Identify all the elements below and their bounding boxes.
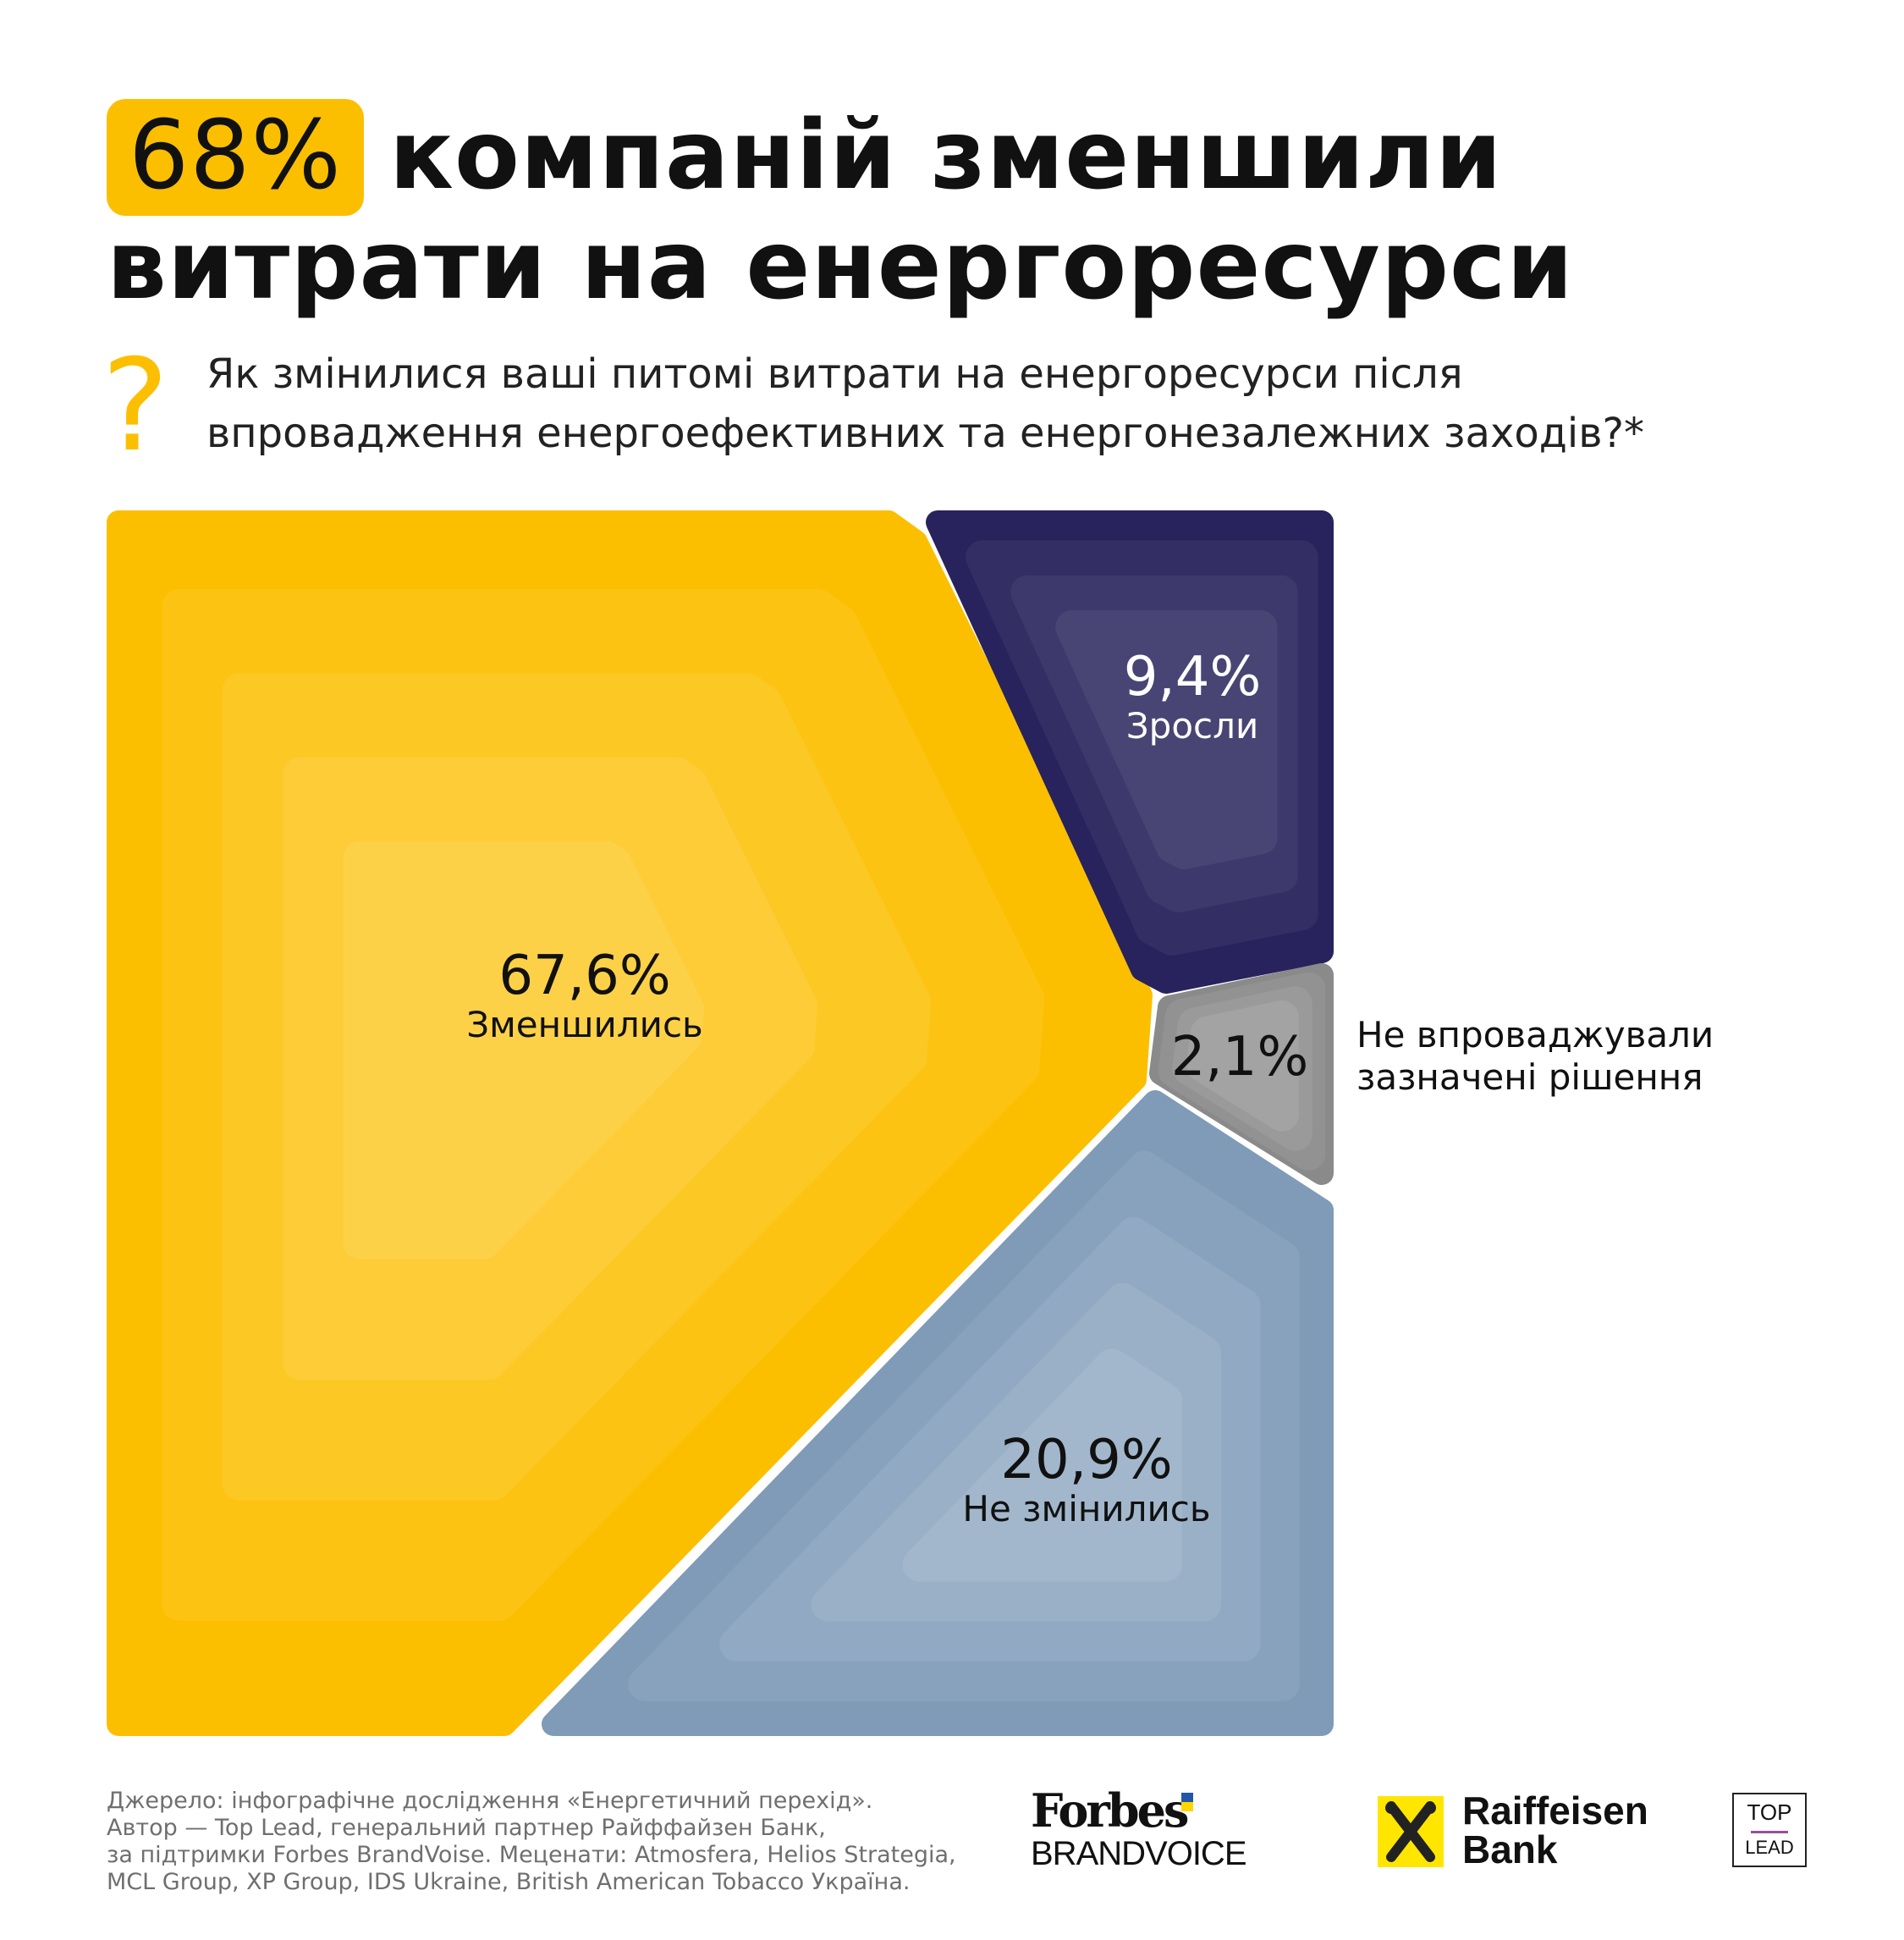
label-unchanged: 20,9% Не змінились — [962, 1430, 1210, 1529]
flag-blue — [1181, 1793, 1193, 1802]
cell-increased-inner-layer — [1055, 609, 1278, 869]
side-label-line-2: зазначені рішення — [1356, 1055, 1703, 1098]
source-note: Джерело: інфографічне дослідження «Енерг… — [107, 1788, 956, 1896]
highlight-badge: 68% — [107, 99, 364, 216]
value-unchanged: 20,9% — [1000, 1429, 1173, 1491]
cell-decreased — [107, 510, 1153, 1736]
value-decreased: 67,6% — [498, 945, 671, 1007]
cell-not-implemented — [1149, 963, 1334, 1185]
forbes-brandvoice-logo: Forbes BRANDVOICE — [1031, 1788, 1246, 1871]
value-increased: 9,4% — [1123, 646, 1262, 708]
source-line: за підтримки Forbes BrandVoise. Меценати… — [107, 1842, 956, 1868]
question-line-2: впровадження енергоефективних та енергон… — [206, 410, 1645, 457]
raiffeisen-wordmark: Raiffeisen Bank — [1462, 1791, 1648, 1869]
raiffeisen-text: Raiffeisen — [1462, 1788, 1648, 1833]
cell-increased — [926, 510, 1334, 994]
brandvoice-wordmark: BRANDVOICE — [1031, 1835, 1246, 1872]
source-line: MCL Group, XP Group, IDS Ukraine, Britis… — [107, 1869, 911, 1895]
bank-text: Bank — [1462, 1827, 1558, 1871]
label-not-implemented: 2,1% — [1170, 1026, 1309, 1088]
cell-unchanged-inner-layer — [902, 1348, 1183, 1582]
title-line-2: витрати на енергоресурси — [107, 211, 1574, 321]
source-line: Джерело: інфографічне дослідження «Енерг… — [107, 1788, 873, 1814]
top-lead-logo: TOP LEAD — [1732, 1793, 1807, 1867]
title-text-1: компаній зменшили — [388, 101, 1503, 211]
cell-unchanged — [542, 1090, 1334, 1736]
label-decreased: 67,6% Зменшились — [466, 946, 703, 1045]
source-line: Автор — Top Lead, генеральний партнер Ра… — [107, 1815, 826, 1841]
lead-text: LEAD — [1745, 1837, 1794, 1858]
category-unchanged: Не змінились — [962, 1488, 1211, 1530]
top-text: TOP — [1747, 1799, 1792, 1825]
title-line-1: 68% компаній зменшили — [107, 99, 1503, 216]
cell-not-implemented-inner-layer — [1186, 1000, 1300, 1132]
raiffeisen-icon — [1378, 1796, 1444, 1867]
value-not-implemented: 2,1% — [1170, 1026, 1309, 1088]
forbes-wordmark: Forbes — [1031, 1783, 1189, 1838]
cell-decreased-inner-layer — [343, 840, 705, 1259]
side-label-line-1: Не впроваджували — [1356, 1014, 1714, 1055]
flag-yellow — [1181, 1802, 1193, 1811]
question-line-1: Як змінилися ваші питомі витрати на енер… — [206, 350, 1463, 398]
question-mark-icon: ? — [102, 333, 169, 480]
top-lead-divider — [1751, 1831, 1788, 1833]
category-decreased: Зменшились — [466, 1004, 703, 1046]
label-increased: 9,4% Зросли — [1124, 648, 1262, 747]
side-label-not-implemented: Не впроваджували зазначені рішення — [1356, 1014, 1714, 1098]
category-increased: Зросли — [1125, 705, 1259, 747]
